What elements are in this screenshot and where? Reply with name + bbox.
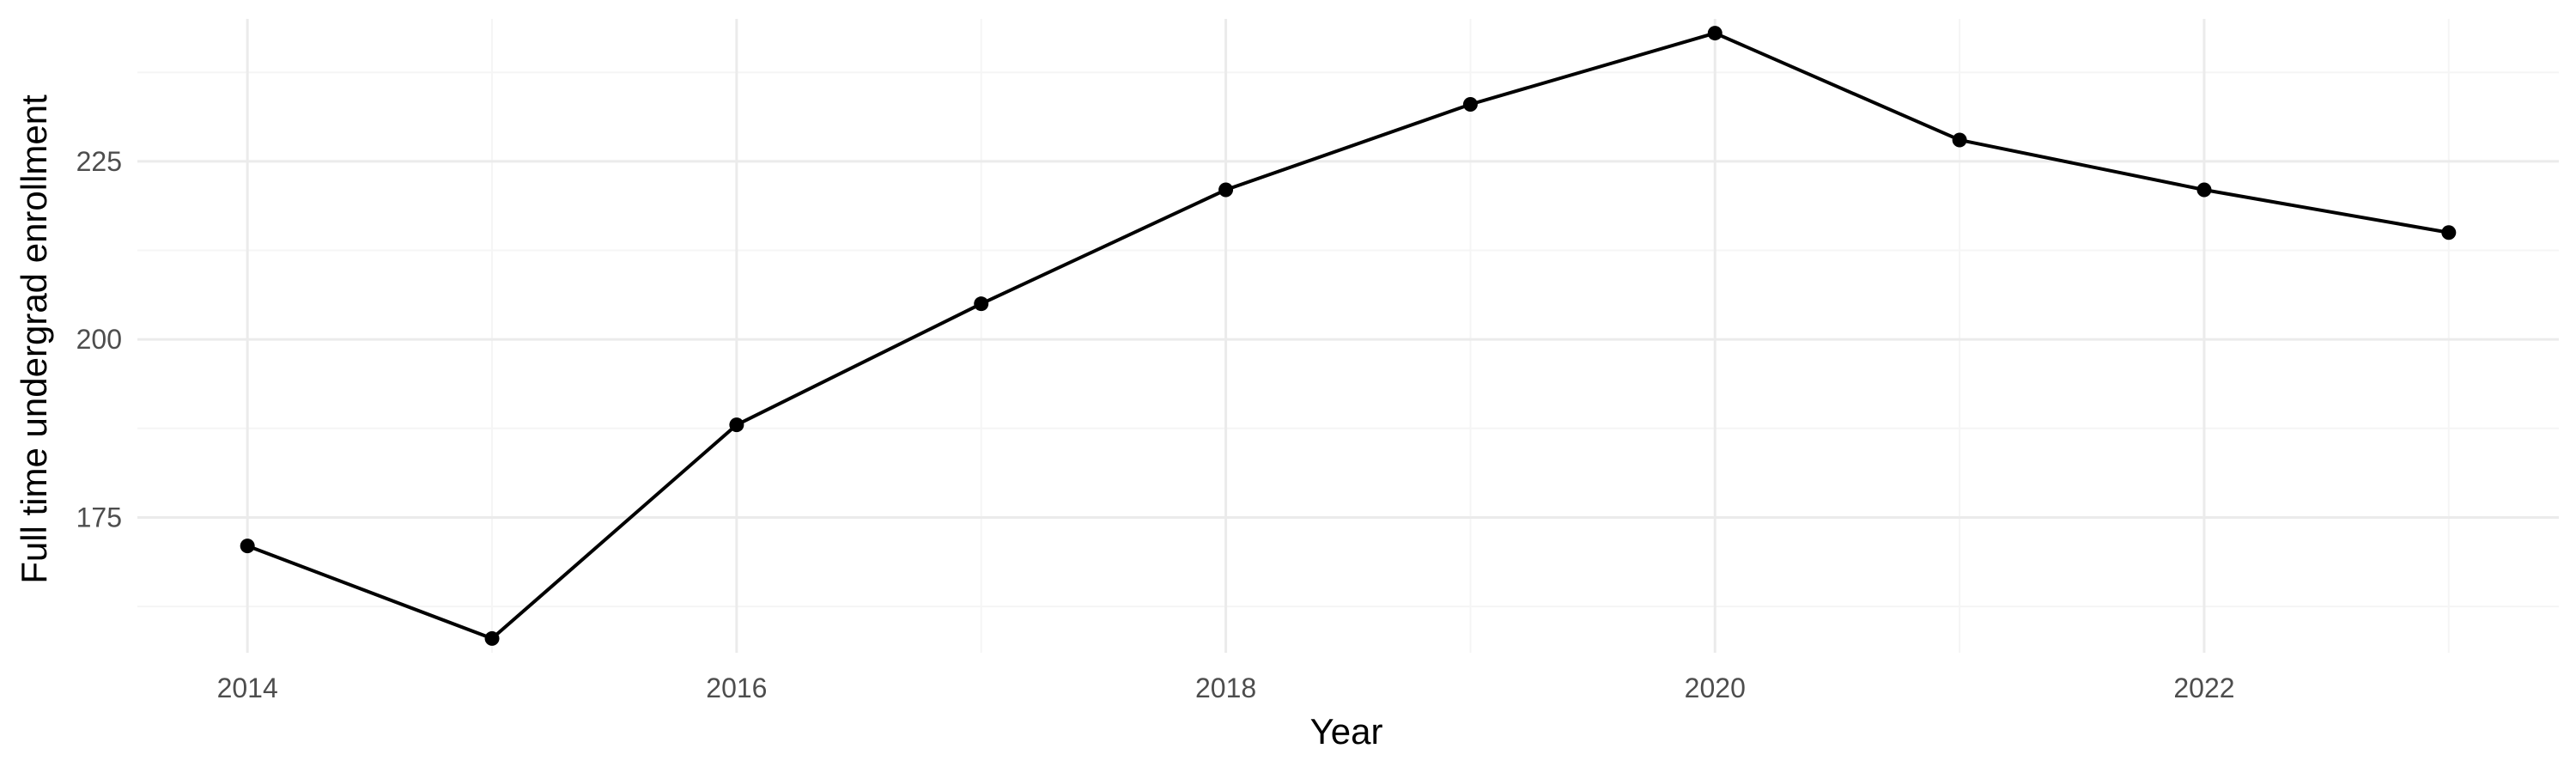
data-point [1707, 26, 1722, 41]
y-tick-label: 175 [76, 502, 122, 533]
x-axis-title: Year [1310, 711, 1383, 752]
series-line [246, 31, 2450, 641]
data-point [974, 296, 989, 312]
data-point [1218, 182, 1234, 198]
x-tick-label: 2014 [217, 673, 278, 703]
x-tick-label: 2022 [2173, 673, 2234, 703]
data-point [1952, 132, 1967, 148]
y-axis-title: Full time undergrad enrollment [14, 94, 54, 584]
data-point [2196, 182, 2212, 198]
data-point [729, 417, 744, 433]
data-point [484, 630, 500, 646]
data-point [1462, 97, 1478, 113]
y-tick-label: 200 [76, 324, 122, 355]
x-tick-label: 2016 [706, 673, 767, 703]
x-tick-label: 2018 [1195, 673, 1256, 703]
series-layer [240, 26, 2457, 646]
x-tick-label: 2020 [1685, 673, 1746, 703]
y-tick-label: 225 [76, 146, 122, 177]
tick-labels: 2014 2016 2018 2020 2022 175 200 225 [76, 146, 2235, 703]
data-point [240, 539, 255, 554]
data-point [2441, 225, 2457, 240]
minor-gridlines [137, 19, 2559, 653]
major-gridlines [137, 19, 2559, 653]
